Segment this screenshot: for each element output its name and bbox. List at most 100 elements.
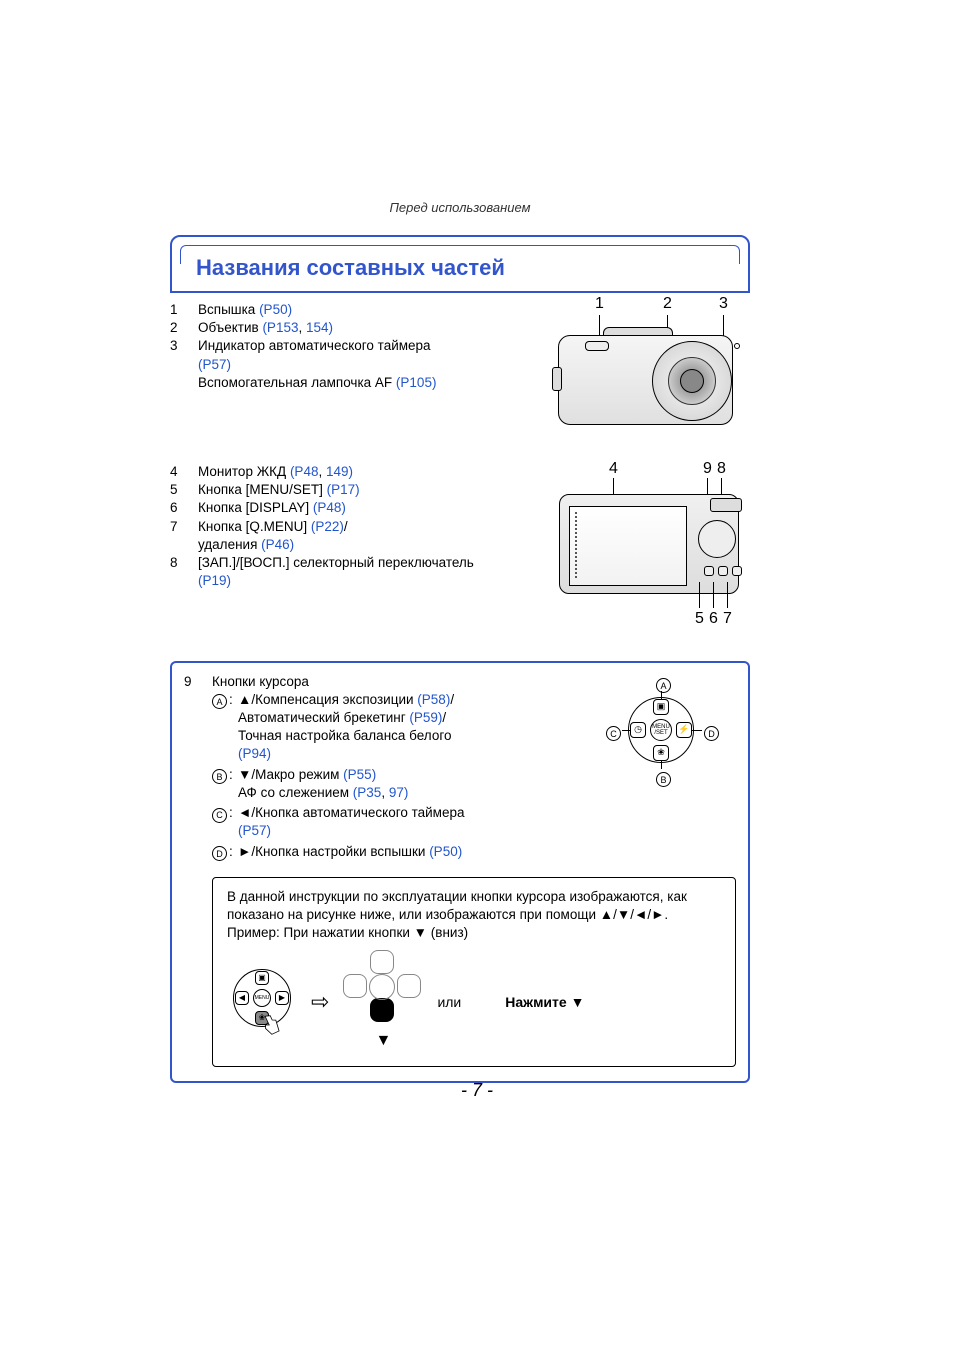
section-header: Перед использованием xyxy=(170,200,750,215)
item-text: Кнопка [MENU/SET] xyxy=(198,482,327,497)
cursor-box: 9 Кнопки курсора A: ▲/Компенсация экспоз… xyxy=(170,661,750,1083)
item-text: Монитор ЖКД xyxy=(198,464,290,479)
note-text: (вниз) xyxy=(427,925,468,940)
or-text: или xyxy=(437,993,461,1012)
page-ref[interactable]: (P17) xyxy=(327,482,360,497)
circle-label: D xyxy=(212,846,227,861)
sep: , xyxy=(298,320,306,335)
cursor-item: C: ◄/Кнопка автоматического таймера (P57… xyxy=(212,804,572,840)
cursor-item: D: ►/Кнопка настройки вспышки (P50) xyxy=(212,843,572,861)
page-ref[interactable]: (P105) xyxy=(396,375,437,390)
item-number: 2 xyxy=(170,319,198,337)
callout-num: 6 xyxy=(709,610,718,628)
page-ref[interactable]: 149) xyxy=(326,464,353,479)
item-text: Точная настройка баланса белого xyxy=(238,728,451,743)
callout-num: 2 xyxy=(663,295,672,313)
page-ref[interactable]: (P35 xyxy=(353,785,382,800)
page-ref[interactable]: (P19) xyxy=(198,573,231,588)
item-text: Вспомогательная лампочка AF xyxy=(198,375,396,390)
sep: / xyxy=(450,692,454,707)
item-text: ▲/Компенсация экспозиции xyxy=(238,692,417,707)
item-text: Индикатор автоматического таймера xyxy=(198,338,431,353)
back-parts-list: 4 Монитор ЖКД (P48, 149) 5 Кнопка [MENU/… xyxy=(170,463,510,591)
sep: , xyxy=(381,785,389,800)
item-text: Автоматический брекетинг xyxy=(238,710,409,725)
list-item: 4 Монитор ЖКД (P48, 149) xyxy=(170,463,510,481)
cursor-item: B: ▼/Макро режим (P55) АФ со слежением (… xyxy=(212,766,572,802)
page-ref[interactable]: (P55) xyxy=(343,767,376,782)
simple-pad-icon xyxy=(343,952,423,1032)
item-text: удаления xyxy=(198,537,261,552)
item-text: АФ со слежением xyxy=(238,785,353,800)
camera-back-diagram: 4 9 8 5 6 7 xyxy=(555,464,750,629)
page-ref[interactable]: (P48) xyxy=(313,500,346,515)
item-number: 4 xyxy=(170,463,198,481)
page-ref[interactable]: (P50) xyxy=(259,302,292,317)
page-ref[interactable]: 97) xyxy=(389,785,409,800)
item-text: Кнопка [Q.MENU] xyxy=(198,519,311,534)
page-ref[interactable]: (P48 xyxy=(290,464,319,479)
item-text: ▼/Макро режим xyxy=(238,767,343,782)
callout-num: 9 xyxy=(703,460,712,478)
press-text: Нажмите ▼ xyxy=(505,993,584,1012)
pad-up-icon: ▣ xyxy=(653,699,669,715)
page-ref[interactable]: 154) xyxy=(306,320,333,335)
callout-num: 5 xyxy=(695,610,704,628)
cursor-item: A: ▲/Компенсация экспозиции (P58)/ Автом… xyxy=(212,691,572,764)
item-text: Объектив xyxy=(198,320,262,335)
list-item: 5 Кнопка [MENU/SET] (P17) xyxy=(170,481,510,499)
list-item: 2 Объектив (P153, 154) xyxy=(170,319,543,337)
page-ref[interactable]: (P50) xyxy=(429,844,462,859)
page-title: Названия составных частей xyxy=(190,255,730,281)
page-ref[interactable]: (P46) xyxy=(261,537,294,552)
page-ref[interactable]: (P22) xyxy=(311,519,344,534)
list-item: 3 Индикатор автоматического таймера (P57… xyxy=(170,337,543,392)
item-number: 1 xyxy=(170,301,198,319)
page-ref[interactable]: (P153 xyxy=(262,320,298,335)
page-ref[interactable]: (P57) xyxy=(198,357,231,372)
list-item: 1 Вспышка (P50) xyxy=(170,301,543,319)
list-item: 6 Кнопка [DISPLAY] (P48) xyxy=(170,499,510,517)
pad-down-icon: ❀ xyxy=(653,745,669,761)
list-item: 7 Кнопка [Q.MENU] (P22)/ удаления (P46) xyxy=(170,518,510,554)
callout-num: 7 xyxy=(723,610,732,628)
callout-num: 1 xyxy=(595,295,604,313)
down-triangle-icon: ▼ xyxy=(343,1030,423,1052)
callout-num: 4 xyxy=(609,460,618,478)
list-item: 8 [ЗАП.]/[ВОСП.] селекторный переключате… xyxy=(170,554,510,590)
item-text: [ЗАП.]/[ВОСП.] селекторный переключатель xyxy=(198,555,474,570)
pad-left-icon: ◷ xyxy=(630,722,646,738)
pad-right-icon: ⚡ xyxy=(676,722,692,738)
item-number: 3 xyxy=(170,337,198,392)
down-triangle-icon: ▼ xyxy=(414,925,427,940)
page-ref[interactable]: (P94) xyxy=(238,746,271,761)
callout-num: 8 xyxy=(717,460,726,478)
item-number: 6 xyxy=(170,499,198,517)
diagram-label: C xyxy=(606,726,621,741)
camera-front-diagram: 1 2 3 xyxy=(555,301,750,436)
mini-cursor-pad-icon: ▣ ❀ ◀ ▶ MENU xyxy=(227,967,297,1037)
page-ref[interactable]: (P57) xyxy=(238,823,271,838)
tail: / xyxy=(344,519,348,534)
page-number: - 7 - xyxy=(0,1080,954,1101)
cursor-diagram: A B C D ▣ ❀ ◷ ⚡ MENU /SET xyxy=(586,673,736,788)
item-number: 8 xyxy=(170,554,198,590)
note-text: Пример: При нажатии кнопки xyxy=(227,925,414,940)
front-parts-list: 1 Вспышка (P50) 2 Объектив (P153, 154) 3… xyxy=(170,301,543,392)
page-ref[interactable]: (P59) xyxy=(409,710,442,725)
diagram-label: A xyxy=(656,678,671,693)
circle-label: C xyxy=(212,808,227,823)
callout-num: 3 xyxy=(719,295,728,313)
cursor-title: Кнопки курсора xyxy=(212,673,572,691)
sep: / xyxy=(442,710,446,725)
circle-label: A xyxy=(212,694,227,709)
diagram-label: B xyxy=(656,772,671,787)
page-ref[interactable]: (P58) xyxy=(417,692,450,707)
item-text: Кнопка [DISPLAY] xyxy=(198,500,313,515)
sep: , xyxy=(318,464,326,479)
note-text: В данной инструкции по эксплуатации кноп… xyxy=(227,888,721,924)
circle-label: B xyxy=(212,769,227,784)
item-text: Вспышка xyxy=(198,302,259,317)
item-number: 7 xyxy=(170,518,198,554)
item-text: ◄/Кнопка автоматического таймера xyxy=(238,805,464,820)
